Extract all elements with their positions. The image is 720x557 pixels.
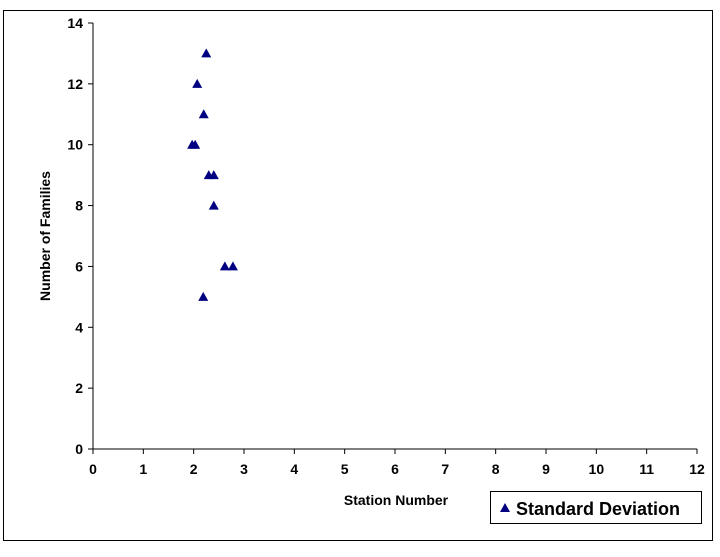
y-tick-label: 0 (75, 441, 83, 457)
y-axis-title: Number of Families (37, 171, 53, 301)
legend-box (490, 491, 702, 524)
scatter-point (219, 261, 230, 271)
y-tick-label: 10 (67, 137, 83, 153)
chart-border (3, 10, 713, 541)
y-tick-label: 4 (75, 319, 83, 335)
y-tick-label: 14 (67, 15, 83, 31)
x-tick-label: 8 (492, 461, 500, 477)
x-tick-label: 10 (589, 461, 605, 477)
y-tick-label: 6 (75, 258, 83, 274)
x-tick-label: 0 (89, 461, 97, 477)
scatter-point (208, 200, 219, 210)
scatter-point (198, 109, 209, 119)
x-tick-label: 3 (240, 461, 248, 477)
x-tick-label: 12 (689, 461, 705, 477)
x-tick-label: 7 (441, 461, 449, 477)
scatter-point (192, 78, 203, 88)
scatter-point (190, 139, 201, 149)
scatter-point (208, 170, 219, 180)
x-tick-label: 11 (639, 461, 654, 477)
y-tick-label: 12 (67, 76, 83, 92)
legend-label: Standard Deviation (516, 499, 680, 519)
x-axis-title: Station Number (344, 492, 449, 508)
y-tick-label: 8 (75, 198, 83, 214)
x-tick-label: 6 (391, 461, 399, 477)
x-tick-label: 1 (139, 461, 147, 477)
y-tick-label: 2 (75, 380, 83, 396)
legend-marker (500, 503, 510, 512)
x-tick-label: 5 (341, 461, 349, 477)
x-tick-label: 9 (542, 461, 550, 477)
scatter-point (198, 291, 209, 301)
x-tick-label: 4 (290, 461, 298, 477)
scatter-point (201, 48, 212, 58)
scatter-point (227, 261, 238, 271)
x-tick-label: 2 (190, 461, 198, 477)
